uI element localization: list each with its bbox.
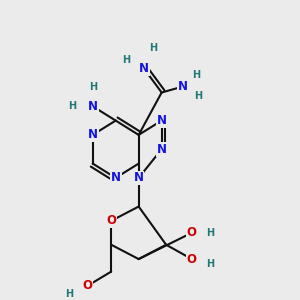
Text: N: N xyxy=(157,114,166,127)
Text: H: H xyxy=(206,259,214,269)
Text: N: N xyxy=(157,143,166,156)
Text: H: H xyxy=(149,43,157,53)
Text: N: N xyxy=(178,80,188,93)
Text: H: H xyxy=(68,101,76,111)
Text: H: H xyxy=(194,91,202,100)
Text: O: O xyxy=(82,279,92,292)
Text: N: N xyxy=(139,62,149,75)
Text: O: O xyxy=(187,226,197,239)
Text: N: N xyxy=(134,171,144,184)
Text: H: H xyxy=(122,55,130,65)
Text: O: O xyxy=(187,253,197,266)
Text: H: H xyxy=(206,228,214,238)
Text: N: N xyxy=(88,100,98,113)
Text: O: O xyxy=(106,214,116,227)
Text: N: N xyxy=(111,171,121,184)
Text: H: H xyxy=(65,289,74,299)
Text: H: H xyxy=(192,70,200,80)
Text: N: N xyxy=(88,128,98,141)
Text: H: H xyxy=(88,82,97,92)
